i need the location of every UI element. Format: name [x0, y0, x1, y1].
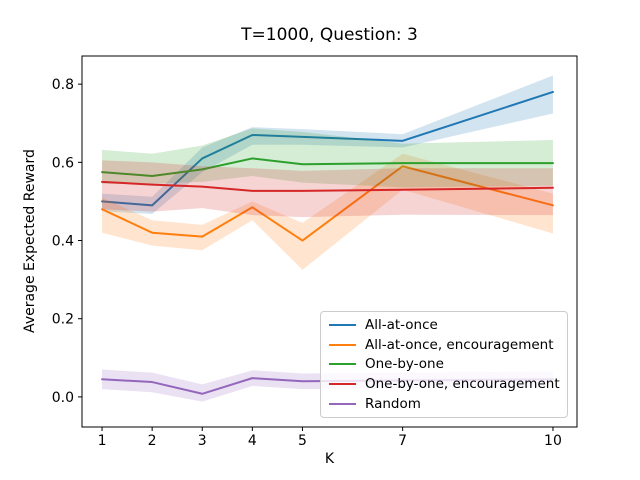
legend-item-all-at-once-encouragement: All-at-once, encouragement [329, 337, 559, 353]
series-line-all-at-once [101, 90, 554, 207]
legend-item-all-at-once: All-at-once [329, 317, 559, 333]
legend-item-label: One-by-one [365, 356, 444, 373]
series-band-all-at-once [102, 75, 553, 214]
legend-item-random: Random [329, 396, 559, 412]
y-tick-label: 0.4 [52, 234, 74, 250]
legend: All-at-once All-at-once, encouragement One… [320, 311, 568, 418]
x-tick-label: 1 [98, 433, 107, 449]
y-tick-label: 0.2 [52, 312, 74, 328]
y-tick-label: 0.6 [52, 155, 74, 171]
legend-line-sample [329, 383, 356, 386]
series-line-all-at-once-encouragement [101, 165, 554, 242]
legend-item-label: One-by-one, encouragement [365, 376, 560, 393]
x-tick-label: 7 [398, 433, 407, 449]
series-line-one-by-one-encouragement [101, 180, 554, 192]
x-tick-label: 3 [198, 433, 207, 449]
legend-item-label: All-at-once [365, 316, 438, 333]
series-line-one-by-one [101, 157, 554, 178]
axes-spines [81, 55, 578, 428]
x-tick-label: 4 [248, 433, 257, 449]
legend-item-label: All-at-once, encouragement [365, 336, 554, 353]
series-band-all-at-once-encouragement [102, 153, 553, 270]
legend-item-one-by-one-encouragement: One-by-one, encouragement [329, 376, 560, 393]
legend-line-sample [329, 403, 356, 406]
x-tick-label: 2 [148, 433, 157, 449]
y-axis-label: Average Expected Reward [22, 149, 38, 333]
series-band-one-by-one-encouragement [102, 160, 553, 218]
x-tick-label: 10 [544, 433, 562, 449]
x-axis-label: K [324, 451, 335, 467]
y-tick-label: 0.8 [52, 77, 74, 93]
series-band-one-by-one [102, 128, 553, 188]
y-tick-label: 0.0 [52, 390, 74, 406]
chart-title: T=1000, Question: 3 [241, 25, 418, 45]
legend-item-one-by-one: One-by-one [329, 356, 559, 372]
legend-line-sample [329, 323, 356, 326]
legend-line-sample [329, 363, 356, 366]
legend-line-sample [329, 343, 356, 346]
x-tick-label: 5 [298, 433, 307, 449]
legend-item-label: Random [365, 396, 421, 413]
